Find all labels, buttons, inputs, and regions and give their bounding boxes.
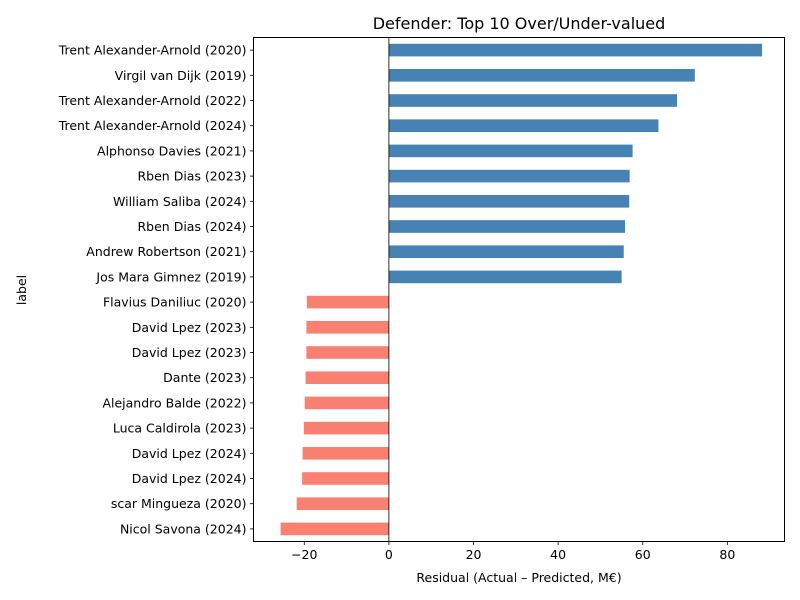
x-tick-label: 40 xyxy=(550,547,566,562)
y-tick-labels: Trent Alexander-Arnold (2020) Virgil van … xyxy=(58,43,254,536)
bar xyxy=(296,497,389,510)
x-axis-label: Residual (Actual – Predicted, M€) xyxy=(416,570,621,585)
y-tick-label: Alphonso Davies (2021) xyxy=(97,143,246,158)
y-tick-label: Andrew Robertson (2021) xyxy=(86,244,246,259)
bar xyxy=(388,169,630,183)
bar xyxy=(388,94,678,107)
y-tick-label: David Lpez (2024) xyxy=(132,471,247,486)
x-tick-label: 20 xyxy=(466,547,482,562)
y-tick-label: Virgil van Dijk (2019) xyxy=(115,68,247,83)
bar xyxy=(388,144,633,158)
chart-title: Defender: Top 10 Over/Under-valued xyxy=(373,14,666,33)
bar xyxy=(280,522,389,536)
bar xyxy=(302,472,389,485)
x-tick-label: 80 xyxy=(719,547,735,562)
y-tick-label: scar Mingueza (2020) xyxy=(111,496,247,511)
y-tick-label: Trent Alexander-Arnold (2020) xyxy=(58,43,247,58)
y-tick-label: David Lpez (2024) xyxy=(132,446,247,461)
x-tick-label: 0 xyxy=(385,547,393,562)
bars-group xyxy=(280,43,763,536)
y-tick-label: Trent Alexander-Arnold (2022) xyxy=(58,93,247,108)
y-tick-label: David Lpez (2023) xyxy=(132,320,247,335)
y-tick-label: Flavius Daniliuc (2020) xyxy=(103,295,247,310)
bar xyxy=(304,396,389,410)
bar xyxy=(388,119,659,132)
y-tick-label: Nicol Savona (2024) xyxy=(120,521,247,536)
y-tick-label: Luca Caldirola (2023) xyxy=(113,421,247,436)
y-tick-label: Dante (2023) xyxy=(163,370,246,385)
bar xyxy=(306,346,389,359)
plot-frame xyxy=(253,37,785,542)
bar xyxy=(305,371,389,384)
x-ticks: −20 0 20 40 60 80 xyxy=(291,541,735,562)
bar xyxy=(388,270,622,284)
bar xyxy=(388,69,695,82)
bar xyxy=(302,447,389,460)
y-tick-label: David Lpez (2023) xyxy=(132,345,247,360)
y-tick-label: Rben Dias (2023) xyxy=(137,169,246,184)
x-tick-label: −20 xyxy=(291,547,317,562)
bar xyxy=(306,321,389,334)
bar xyxy=(388,220,625,233)
bar xyxy=(388,245,624,258)
bar xyxy=(303,421,389,435)
bar xyxy=(388,43,763,57)
y-tick-label: Alejandro Balde (2022) xyxy=(102,395,246,410)
y-tick-label: Trent Alexander-Arnold (2024) xyxy=(58,118,247,133)
y-tick-label: Rben Dias (2024) xyxy=(137,219,246,234)
bar xyxy=(388,195,630,208)
y-tick-label: William Saliba (2024) xyxy=(113,194,246,209)
y-tick-label: Jos Mara Gimnez (2019) xyxy=(95,269,246,284)
x-tick-label: 60 xyxy=(635,547,651,562)
bar xyxy=(306,295,389,309)
y-axis-label: label xyxy=(14,275,29,305)
